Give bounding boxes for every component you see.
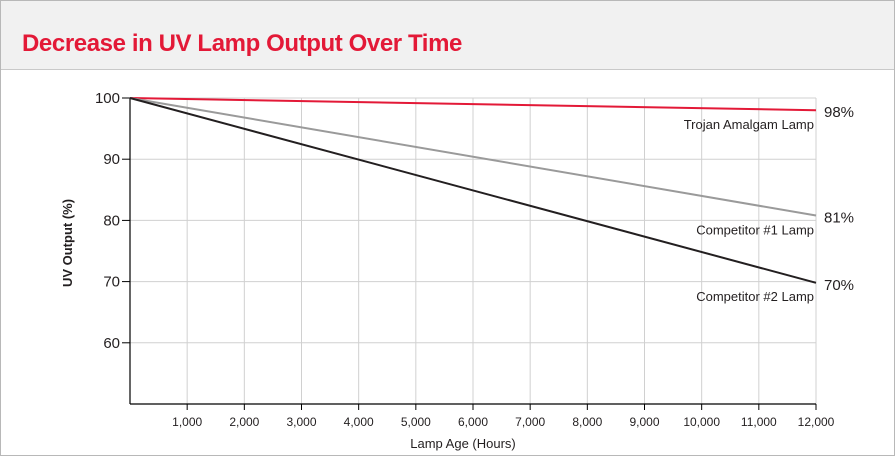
x-tick-label: 9,000: [629, 415, 659, 429]
y-axis-label: UV Output (%): [60, 199, 75, 287]
y-tick-label: 60: [103, 335, 120, 352]
x-tick-label: 4,000: [344, 415, 374, 429]
series-line-3: [129, 97, 817, 284]
series-end-value-label-1: 98%: [824, 104, 854, 121]
x-tick-label: 3,000: [286, 415, 316, 429]
x-tick-label: 10,000: [683, 415, 720, 429]
y-tick-label: 70: [103, 274, 120, 291]
series-end-value-label-2: 81%: [824, 210, 854, 227]
series-name-label-3: Competitor #2 Lamp: [696, 289, 814, 304]
x-axis-label: Lamp Age (Hours): [410, 436, 516, 451]
x-tick-label: 12,000: [798, 415, 835, 429]
y-tick-label: 100: [95, 90, 120, 107]
y-tick-label: 90: [103, 151, 120, 168]
x-tick-label: 11,000: [741, 415, 777, 429]
chart-header: Decrease in UV Lamp Output Over Time: [1, 1, 894, 70]
series-name-label-2: Competitor #1 Lamp: [696, 223, 814, 238]
line-chart: 60 70 80 90 100 1,000 2,000 3,000 4,000 5,000 6,00…: [60, 90, 854, 451]
x-tick-label: 6,000: [458, 415, 488, 429]
x-tick-label: 1,000: [172, 415, 202, 429]
x-tick-label: 7,000: [515, 415, 545, 429]
x-tick-label: 5,000: [401, 415, 431, 429]
series-line-1: [129, 97, 817, 112]
series-line-2: [129, 97, 817, 217]
x-tick-label: 2,000: [229, 415, 259, 429]
series-end-value-label-3: 70%: [824, 277, 854, 294]
series-name-label-1: Trojan Amalgam Lamp: [684, 117, 814, 132]
y-tick-label: 80: [103, 212, 120, 229]
chart-title: Decrease in UV Lamp Output Over Time: [22, 30, 462, 57]
x-tick-label: 8,000: [572, 415, 602, 429]
